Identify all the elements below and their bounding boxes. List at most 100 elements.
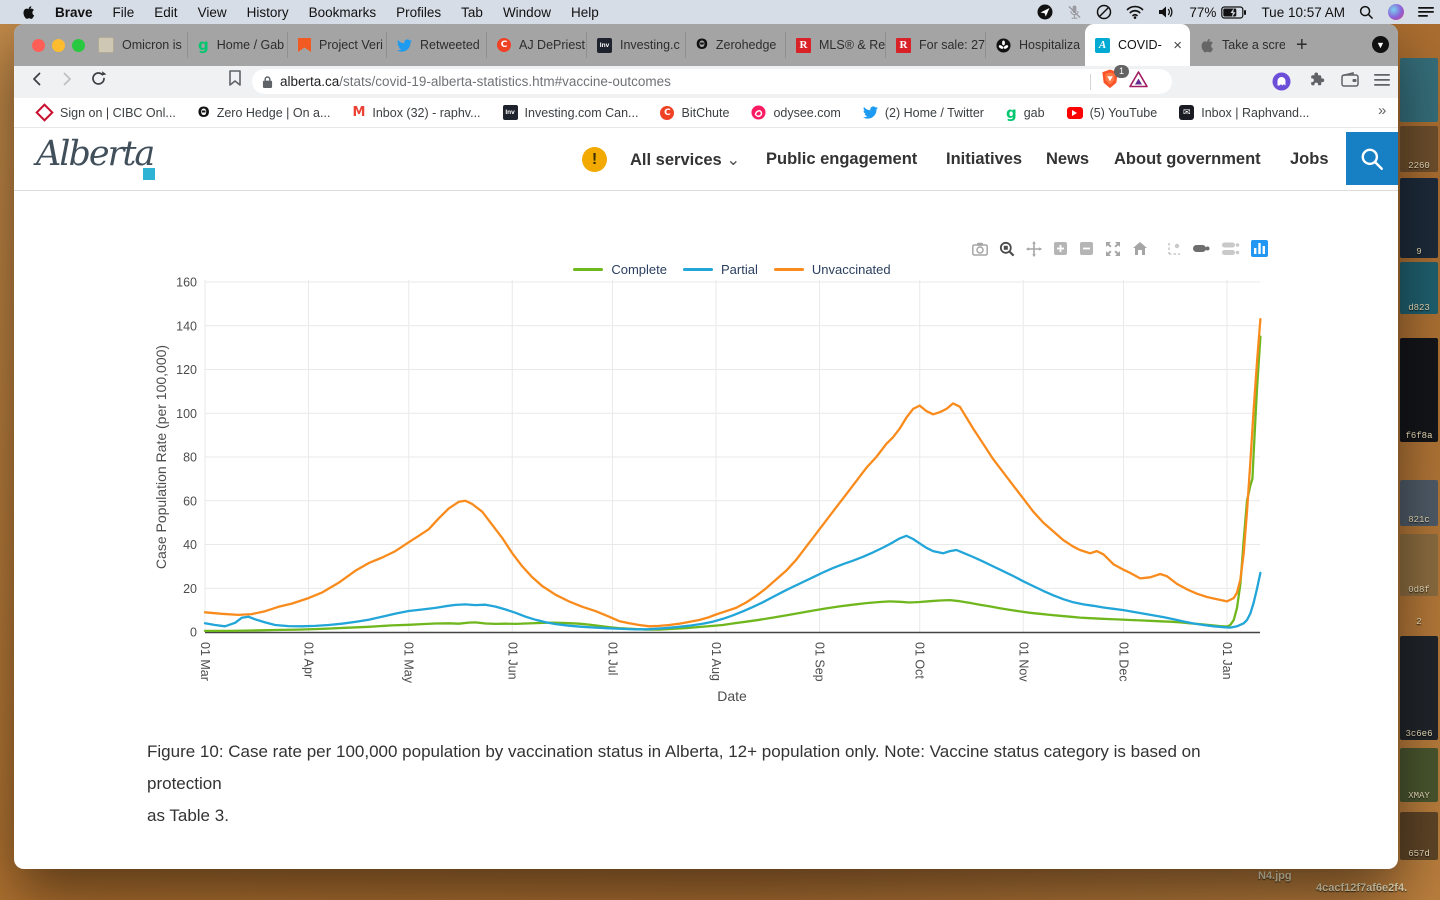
bookmark-bitchute[interactable]: C BitChute: [660, 105, 729, 120]
microphone-muted-icon[interactable]: [1067, 4, 1082, 20]
apple-menu-icon[interactable]: [0, 5, 45, 20]
menu-help[interactable]: Help: [570, 4, 599, 20]
nav-news[interactable]: News: [1046, 150, 1090, 168]
plotly-logo-icon[interactable]: [1251, 240, 1268, 257]
desktop-file-fragment[interactable]: 657d: [1400, 812, 1438, 860]
tab-take-screenshot[interactable]: Take a scre: [1190, 32, 1285, 58]
menu-edit[interactable]: Edit: [154, 4, 178, 20]
tab-gab-home[interactable]: g Home / Gab: [188, 32, 288, 58]
bookmark-investing[interactable]: Inv Investing.com Can...: [502, 105, 638, 120]
autoscale-icon[interactable]: [1105, 241, 1121, 257]
legend-item-unvaccinated[interactable]: Unvaccinated: [773, 262, 891, 277]
bookmark-zerohedge[interactable]: Θ Zero Hedge | On a...: [198, 106, 331, 120]
tab-hospitalization[interactable]: Hospitaliza: [986, 32, 1085, 58]
control-center-list-icon[interactable]: [1418, 6, 1434, 18]
volume-icon[interactable]: [1158, 5, 1175, 19]
closest-hover-icon[interactable]: [1222, 242, 1240, 256]
site-favicon: [98, 37, 114, 53]
bookmark-odysee[interactable]: odysee.com: [751, 105, 841, 120]
desktop-file-fragment[interactable]: 0d8f: [1400, 534, 1438, 596]
nav-about-government[interactable]: About government: [1114, 150, 1261, 168]
pan-tool-icon[interactable]: [1026, 240, 1042, 257]
tab-covid-active[interactable]: A COVID- ×: [1085, 24, 1190, 66]
zoom-out-icon[interactable]: [1079, 241, 1094, 256]
do-not-disturb-icon[interactable]: [1096, 4, 1112, 20]
bookmark-gab[interactable]: g gab: [1006, 105, 1045, 120]
menu-window[interactable]: Window: [502, 4, 551, 20]
desktop-file-fragment[interactable]: 3c6e6: [1400, 636, 1438, 740]
desktop-file-label[interactable]: N4.jpg: [1258, 870, 1292, 882]
bookmark-gmail-inbox[interactable]: M Inbox (32) - raphv...: [352, 105, 480, 120]
desktop-file-fragment[interactable]: 9: [1400, 178, 1438, 258]
new-tab-button[interactable]: +: [1296, 34, 1308, 56]
bookmark-twitter-home[interactable]: (2) Home / Twitter: [862, 106, 984, 120]
toggle-spikelines-icon[interactable]: [1167, 241, 1182, 256]
address-bar[interactable]: alberta.ca/stats/covid-19-alberta-statis…: [252, 69, 1172, 94]
tab-close-icon[interactable]: ×: [1173, 36, 1182, 54]
menu-history[interactable]: History: [246, 4, 289, 20]
download-plot-icon[interactable]: [972, 242, 988, 256]
compare-hover-icon[interactable]: [1193, 242, 1211, 256]
alberta-logo[interactable]: Alberta: [36, 134, 155, 174]
nav-public-engagement[interactable]: Public engagement: [766, 150, 918, 168]
menu-bookmarks[interactable]: Bookmarks: [308, 4, 377, 20]
desktop-file-label[interactable]: 4cacf12f7af6e2f4.: [1316, 882, 1408, 894]
zoom-in-icon[interactable]: [1053, 241, 1068, 256]
desktop-file-fragment[interactable]: 2260: [1400, 126, 1438, 172]
desktop-file-fragment[interactable]: d823: [1400, 262, 1438, 314]
tab-omicron[interactable]: Omicron is: [88, 32, 188, 58]
nav-all-services[interactable]: All services ⌄: [630, 151, 741, 169]
shields-count-badge: 1: [1114, 65, 1129, 78]
wallet-icon[interactable]: [1341, 72, 1359, 93]
zoom-tool-icon[interactable]: [999, 241, 1015, 257]
legend-item-complete[interactable]: Complete: [573, 262, 667, 277]
menu-file[interactable]: File: [112, 4, 135, 20]
site-search-button[interactable]: [1346, 132, 1398, 185]
bookmarks-overflow-chevron[interactable]: »: [1378, 102, 1387, 119]
tab-project-veritas[interactable]: Project Veri: [288, 32, 387, 58]
battery-indicator[interactable]: 77%: [1189, 5, 1247, 20]
desktop-file-fragment[interactable]: f6f8a: [1400, 338, 1438, 442]
window-zoom-button[interactable]: [72, 39, 85, 52]
siri-icon[interactable]: [1388, 4, 1404, 20]
tab-investing[interactable]: Inv Investing.c: [587, 32, 686, 58]
alert-warning-icon[interactable]: !: [582, 147, 607, 172]
window-minimize-button[interactable]: [52, 39, 65, 52]
tab-zerohedge[interactable]: Θ Zerohedge: [686, 32, 786, 58]
legend-item-partial[interactable]: Partial: [683, 262, 758, 277]
desktop-thumbnail[interactable]: [1400, 58, 1438, 122]
back-button[interactable]: [28, 70, 46, 93]
desktop-file-fragment[interactable]: 2: [1416, 617, 1422, 627]
desktop-file-fragment[interactable]: XMAY: [1400, 748, 1438, 802]
menu-bar-clock[interactable]: Tue 10:57 AM: [1261, 4, 1345, 20]
menu-view[interactable]: View: [197, 4, 227, 20]
reset-axes-home-icon[interactable]: [1132, 241, 1148, 256]
menu-brave[interactable]: Brave: [55, 4, 93, 20]
extensions-puzzle-icon[interactable]: [1308, 72, 1325, 94]
forward-button[interactable]: [58, 70, 76, 93]
tab-twitter[interactable]: Retweeted: [387, 32, 487, 58]
tab-search-button[interactable]: ▼: [1372, 36, 1389, 53]
bookmark-youtube[interactable]: (5) YouTube: [1066, 106, 1157, 120]
bookmark-proton-inbox[interactable]: ✉ Inbox | Raphvand...: [1179, 105, 1309, 120]
wifi-icon[interactable]: [1126, 5, 1144, 19]
reload-button[interactable]: [90, 70, 107, 92]
browser-menu-icon[interactable]: [1374, 73, 1390, 92]
brave-shields-button[interactable]: 1: [1101, 65, 1129, 94]
odysee-icon: [751, 105, 766, 120]
window-close-button[interactable]: [32, 39, 45, 52]
compass-status-icon[interactable]: [1037, 4, 1053, 20]
extension-ghost-icon[interactable]: [1272, 72, 1291, 96]
menu-tab[interactable]: Tab: [461, 4, 483, 20]
nav-initiatives[interactable]: Initiatives: [946, 150, 1023, 168]
desktop-file-fragment[interactable]: 821c: [1400, 480, 1438, 526]
nav-jobs[interactable]: Jobs: [1290, 150, 1329, 168]
bookmark-flag-icon[interactable]: [228, 70, 242, 91]
tab-mls[interactable]: R MLS® & Re: [786, 32, 886, 58]
tab-for-sale[interactable]: R For sale: 27: [886, 32, 986, 58]
bookmark-cibc[interactable]: Sign on | CIBC Onl...: [35, 103, 176, 122]
brave-rewards-bat-icon[interactable]: [1129, 70, 1148, 93]
menu-profiles[interactable]: Profiles: [396, 4, 442, 20]
spotlight-search-icon[interactable]: [1359, 5, 1374, 20]
tab-aj-depriest[interactable]: C AJ DePriest: [487, 32, 587, 58]
